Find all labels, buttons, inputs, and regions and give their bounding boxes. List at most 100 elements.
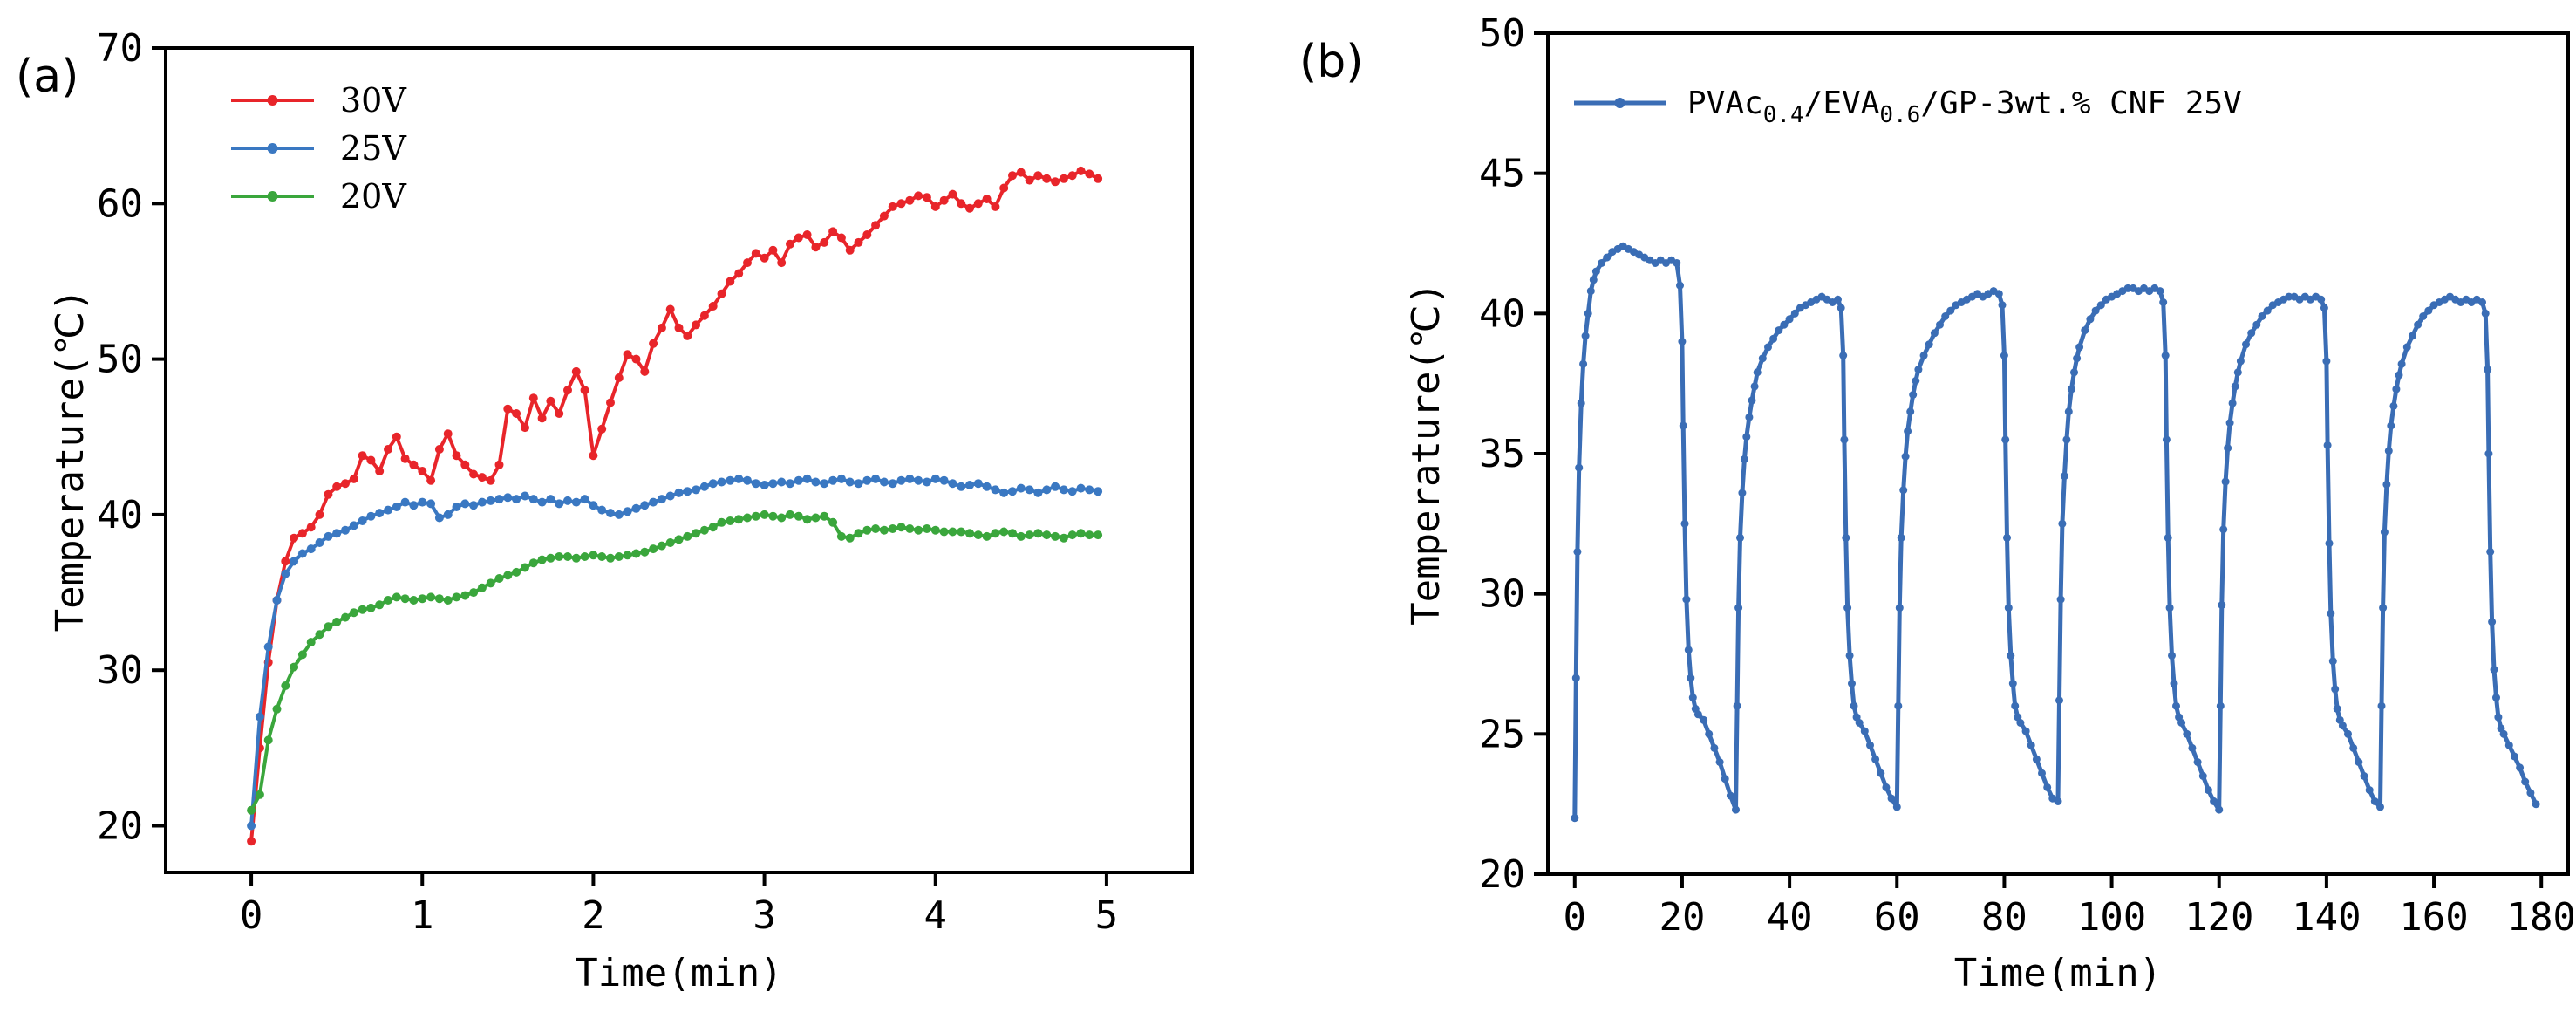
data-point [777, 258, 787, 268]
data-point [2000, 352, 2008, 359]
data-point [836, 233, 846, 243]
data-point [836, 474, 846, 483]
legend-label: 20V [340, 177, 406, 215]
data-point [2218, 601, 2226, 609]
data-point [2510, 752, 2518, 761]
data-point [477, 473, 487, 482]
data-point [1736, 533, 1744, 542]
data-point [1584, 309, 1592, 318]
data-point [2086, 315, 2095, 324]
data-point [1733, 701, 1741, 710]
data-point [965, 203, 974, 213]
legend-marker [1614, 98, 1625, 108]
data-point [982, 195, 992, 203]
data-point [2242, 340, 2250, 349]
data-point [571, 497, 581, 507]
data-point [871, 221, 881, 230]
data-point [1589, 276, 1598, 284]
data-point [879, 211, 889, 221]
data-point [1842, 533, 1850, 542]
data-point [528, 495, 538, 504]
data-point [631, 354, 641, 364]
data-point [1901, 452, 1910, 461]
data-point [443, 510, 453, 519]
x-tick-label: 0 [1564, 895, 1587, 940]
y-tick-label: 20 [1479, 852, 1525, 897]
data-point [341, 525, 350, 535]
data-point [606, 553, 615, 563]
data-point [734, 474, 744, 483]
data-point [2484, 366, 2492, 374]
data-point [2004, 604, 2013, 612]
data-point [1909, 391, 1918, 399]
data-point [699, 525, 709, 535]
data-point [2387, 421, 2395, 430]
data-point [1586, 287, 1595, 296]
series-line-30v [249, 168, 1100, 842]
data-point [358, 605, 367, 614]
data-point [2258, 312, 2266, 320]
data-point [1734, 604, 1743, 612]
data-point [1575, 463, 1584, 472]
data-point [631, 549, 641, 558]
legend-segment: /GP-3wt.% CNF 25V [1920, 86, 2241, 121]
data-point [820, 479, 829, 489]
data-point [2177, 719, 2186, 727]
data-point [1680, 519, 1689, 528]
data-point [1603, 253, 1612, 262]
data-point [896, 199, 906, 209]
y-tick-label: 70 [97, 26, 143, 71]
data-point [1571, 814, 1579, 823]
data-point [2380, 528, 2389, 537]
data-point [1705, 729, 1714, 738]
data-point [332, 482, 342, 491]
data-point [2516, 763, 2525, 772]
data-point [2247, 329, 2256, 338]
data-point [247, 805, 256, 815]
data-point [683, 531, 692, 541]
data-point [392, 432, 401, 441]
data-point [2395, 371, 2403, 380]
data-point [290, 662, 299, 672]
data-point [597, 424, 607, 434]
data-point [2007, 651, 2015, 660]
data-point [2003, 533, 2011, 542]
data-point [794, 511, 803, 521]
data-point [460, 591, 470, 600]
data-point [580, 386, 589, 395]
x-tick-label: 40 [1767, 895, 1813, 940]
data-point [802, 515, 812, 524]
data-point [674, 323, 684, 332]
data-point [2016, 719, 2025, 727]
data-point [948, 189, 957, 199]
data-point [366, 603, 376, 612]
data-point [332, 529, 342, 538]
data-point [2392, 385, 2401, 393]
data-point [811, 477, 821, 487]
series-line-pvac0-4-eva0-6-gp-3wt-cnf-25v [1572, 243, 2539, 818]
data-point [418, 497, 427, 507]
data-point [862, 475, 872, 485]
data-point [768, 511, 778, 521]
data-point [2360, 772, 2368, 780]
y-tick-label: 40 [97, 493, 143, 537]
data-point [623, 507, 632, 516]
data-point [1008, 487, 1017, 496]
data-point [726, 475, 735, 485]
data-point [555, 499, 564, 509]
data-point [2183, 729, 2191, 738]
data-point [2397, 359, 2406, 368]
data-point [375, 600, 385, 610]
data-point [452, 592, 461, 602]
data-point [1700, 715, 1708, 724]
data-point [614, 552, 624, 561]
data-point [982, 482, 992, 491]
data-point [973, 199, 983, 209]
data-point [297, 529, 307, 538]
data-point [1051, 531, 1060, 541]
data-point [503, 571, 513, 580]
data-point [1673, 259, 1681, 267]
data-point [2379, 604, 2388, 612]
data-point [563, 386, 572, 395]
data-point [2008, 680, 2017, 687]
